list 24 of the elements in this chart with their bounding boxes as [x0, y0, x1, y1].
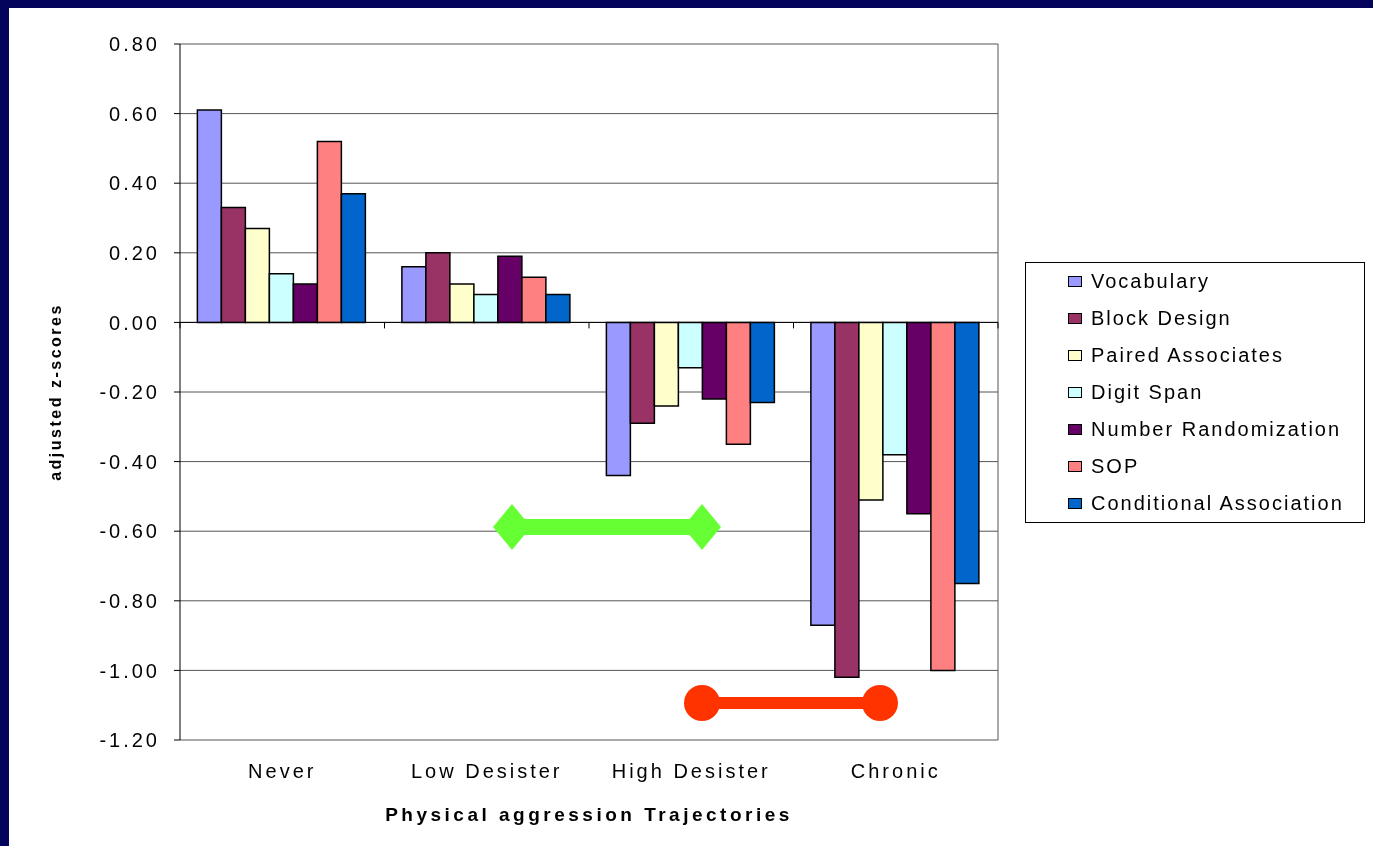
y-tick-label: 0.60	[109, 102, 160, 125]
x-tick-label: Low Desister	[410, 760, 563, 783]
y-tick-label: -0.20	[99, 381, 160, 404]
legend-label: Conditional Association	[1091, 492, 1344, 515]
legend-label: Digit Span	[1091, 381, 1204, 404]
y-axis-title: adjusted z-scores	[47, 303, 64, 481]
x-tick-label: Chronic	[850, 760, 941, 783]
y-tick-label: 0.40	[109, 172, 160, 195]
legend-label: Number Randomization	[1091, 418, 1342, 441]
y-tick-label: -0.40	[99, 450, 160, 473]
y-tick-label: -1.20	[99, 729, 160, 752]
x-tick-label: High Desister	[611, 760, 771, 783]
y-tick-label: 0.00	[109, 311, 160, 334]
legend-label: SOP	[1091, 455, 1140, 478]
y-tick-label: -0.60	[99, 520, 160, 543]
x-tick-label: Never	[248, 760, 317, 783]
y-tick-label: 0.80	[109, 33, 160, 56]
y-tick-label: -1.00	[99, 659, 160, 682]
legend-label: Paired Associates	[1091, 344, 1284, 367]
legend-label: Block Design	[1091, 307, 1232, 330]
legend-label: Vocabulary	[1091, 270, 1210, 293]
x-axis-title: Physical aggression Trajectories	[385, 804, 793, 825]
y-tick-label: -0.80	[99, 589, 160, 612]
y-tick-label: 0.20	[109, 241, 160, 264]
